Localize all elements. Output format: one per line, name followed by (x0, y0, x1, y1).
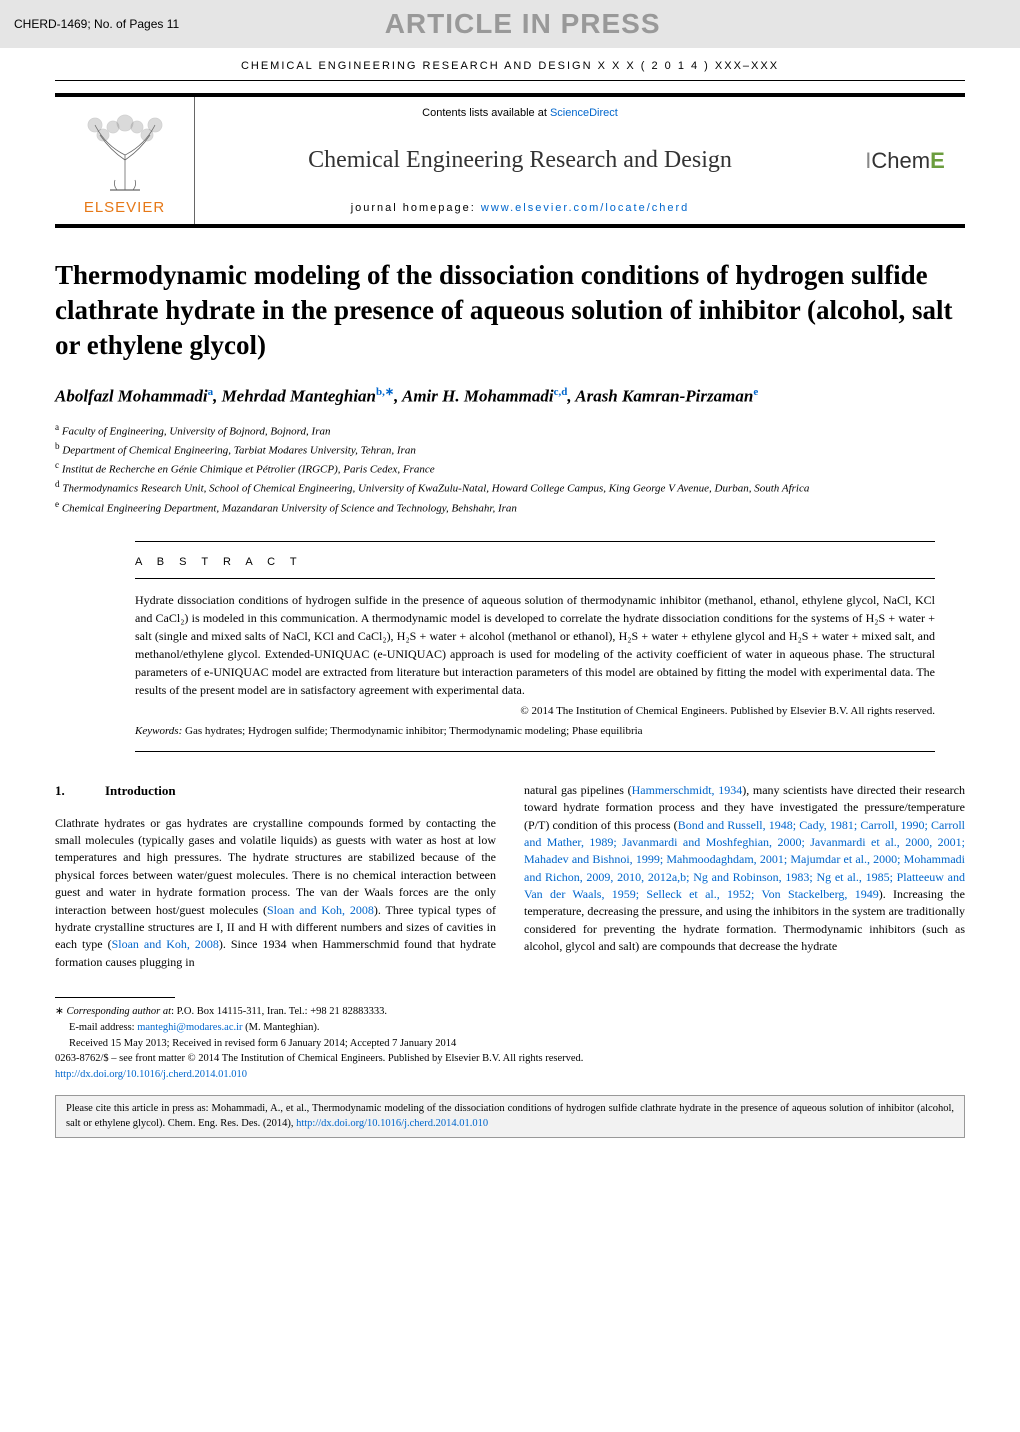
article-in-press-label: ARTICLE IN PRESS (385, 8, 661, 40)
email-label: E-mail address: (69, 1022, 137, 1033)
body-columns: 1.Introduction Clathrate hydrates or gas… (55, 782, 965, 971)
email-link[interactable]: manteghi@modares.ac.ir (137, 1022, 242, 1033)
section-1-num: 1. (55, 782, 105, 801)
citation-box: Please cite this article in press as: Mo… (55, 1095, 965, 1138)
doi-line: http://dx.doi.org/10.1016/j.cherd.2014.0… (55, 1067, 965, 1083)
aff-e-text: Chemical Engineering Department, Mazanda… (62, 502, 517, 514)
article-content: Thermodynamic modeling of the dissociati… (55, 228, 965, 971)
keywords-label: Keywords: (135, 725, 182, 737)
footnotes: ∗ Corresponding author at: P.O. Box 1411… (55, 1004, 965, 1083)
icheme-chem: Chem (871, 148, 930, 174)
cite-doi-link[interactable]: http://dx.doi.org/10.1016/j.cherd.2014.0… (296, 1118, 488, 1129)
author-3-aff: c,d (554, 386, 568, 398)
author-4: Arash Kamran-Pirzaman (575, 387, 753, 406)
affiliation-c: c Institut de Recherche en Génie Chimiqu… (55, 459, 965, 478)
author-2-corr: ∗ (385, 386, 394, 398)
author-3: Amir H. Mohammadi (402, 387, 554, 406)
keywords-text: Gas hydrates; Hydrogen sulfide; Thermody… (182, 725, 642, 737)
journal-running-head: CHEMICAL ENGINEERING RESEARCH AND DESIGN… (55, 48, 965, 81)
author-list: Abolfazl Mohammadia, Mehrdad Manteghianb… (55, 385, 965, 407)
abstract-box: A B S T R A C T Hydrate dissociation con… (135, 541, 935, 752)
elsevier-wordmark: ELSEVIER (84, 199, 165, 216)
affiliation-b: b Department of Chemical Engineering, Ta… (55, 440, 965, 459)
ref-sloan-koh-2[interactable]: Sloan and Koh, 2008 (112, 937, 219, 951)
intro-para-right: natural gas pipelines (Hammerschmidt, 19… (524, 782, 965, 956)
journal-title: Chemical Engineering Research and Design (308, 147, 732, 174)
homepage-prefix: journal homepage: (351, 202, 481, 214)
contents-available-line: Contents lists available at ScienceDirec… (422, 107, 618, 119)
author-2: Mehrdad Manteghian (222, 387, 376, 406)
col1-text-a: Clathrate hydrates or gas hydrates are c… (55, 816, 496, 917)
icheme-e: E (930, 148, 945, 174)
affiliations: a Faculty of Engineering, University of … (55, 421, 965, 517)
footnote-separator (55, 997, 175, 998)
section-1-label: Introduction (105, 783, 176, 798)
aff-d-text: Thermodynamics Research Unit, School of … (62, 483, 809, 495)
journal-banner: ELSEVIER Contents lists available at Sci… (55, 93, 965, 228)
article-title: Thermodynamic modeling of the dissociati… (55, 258, 965, 363)
model-reference: CHERD-1469; No. of Pages 11 (14, 17, 179, 31)
ref-sloan-koh-1[interactable]: Sloan and Koh, 2008 (267, 903, 374, 917)
author-4-aff: e (753, 386, 758, 398)
abstract-text: Hydrate dissociation conditions of hydro… (135, 591, 935, 699)
author-1: Abolfazl Mohammadi (55, 387, 208, 406)
sciencedirect-link[interactable]: ScienceDirect (550, 107, 618, 119)
aff-c-text: Institut de Recherche en Génie Chimique … (62, 464, 435, 476)
icheme-logo: IChemE (845, 97, 965, 224)
abstract-label: A B S T R A C T (135, 550, 935, 579)
corr-label: Corresponding author at (66, 1006, 171, 1017)
aff-a-text: Faculty of Engineering, University of Bo… (62, 426, 331, 438)
corresponding-author: ∗ Corresponding author at: P.O. Box 1411… (55, 1004, 965, 1020)
keywords-line: Keywords: Gas hydrates; Hydrogen sulfide… (135, 725, 935, 737)
email-suffix: (M. Manteghian). (243, 1022, 320, 1033)
author-1-aff: a (208, 386, 214, 398)
elsevier-tree-icon (75, 105, 175, 195)
header-bar: CHERD-1469; No. of Pages 11 ARTICLE IN P… (0, 0, 1020, 48)
aff-b-text: Department of Chemical Engineering, Tarb… (62, 445, 416, 457)
email-line: E-mail address: manteghi@modares.ac.ir (… (55, 1020, 965, 1036)
received-line: Received 15 May 2013; Received in revise… (55, 1036, 965, 1052)
homepage-link[interactable]: www.elsevier.com/locate/cherd (481, 202, 689, 214)
banner-center: Contents lists available at ScienceDirec… (195, 97, 845, 224)
homepage-line: journal homepage: www.elsevier.com/locat… (351, 202, 690, 214)
intro-para-left: Clathrate hydrates or gas hydrates are c… (55, 815, 496, 972)
corr-detail: : P.O. Box 14115-311, Iran. Tel.: +98 21… (171, 1006, 387, 1017)
contents-prefix: Contents lists available at (422, 107, 550, 119)
affiliation-d: d Thermodynamics Research Unit, School o… (55, 478, 965, 497)
affiliation-e: e Chemical Engineering Department, Mazan… (55, 498, 965, 517)
corr-star: ∗ (55, 1006, 66, 1017)
author-2-aff: b, (376, 386, 385, 398)
ref-hammerschmidt[interactable]: Hammerschmidt, 1934 (632, 783, 743, 797)
column-left: 1.Introduction Clathrate hydrates or gas… (55, 782, 496, 971)
column-right: natural gas pipelines (Hammerschmidt, 19… (524, 782, 965, 971)
affiliation-a: a Faculty of Engineering, University of … (55, 421, 965, 440)
doi-link[interactable]: http://dx.doi.org/10.1016/j.cherd.2014.0… (55, 1069, 247, 1080)
col2-text-a: natural gas pipelines ( (524, 783, 632, 797)
elsevier-logo-box: ELSEVIER (55, 97, 195, 224)
cite-text: Please cite this article in press as: Mo… (66, 1103, 954, 1129)
abstract-copyright: © 2014 The Institution of Chemical Engin… (135, 705, 935, 717)
section-1-heading: 1.Introduction (55, 782, 496, 801)
issn-line: 0263-8762/$ – see front matter © 2014 Th… (55, 1051, 965, 1067)
